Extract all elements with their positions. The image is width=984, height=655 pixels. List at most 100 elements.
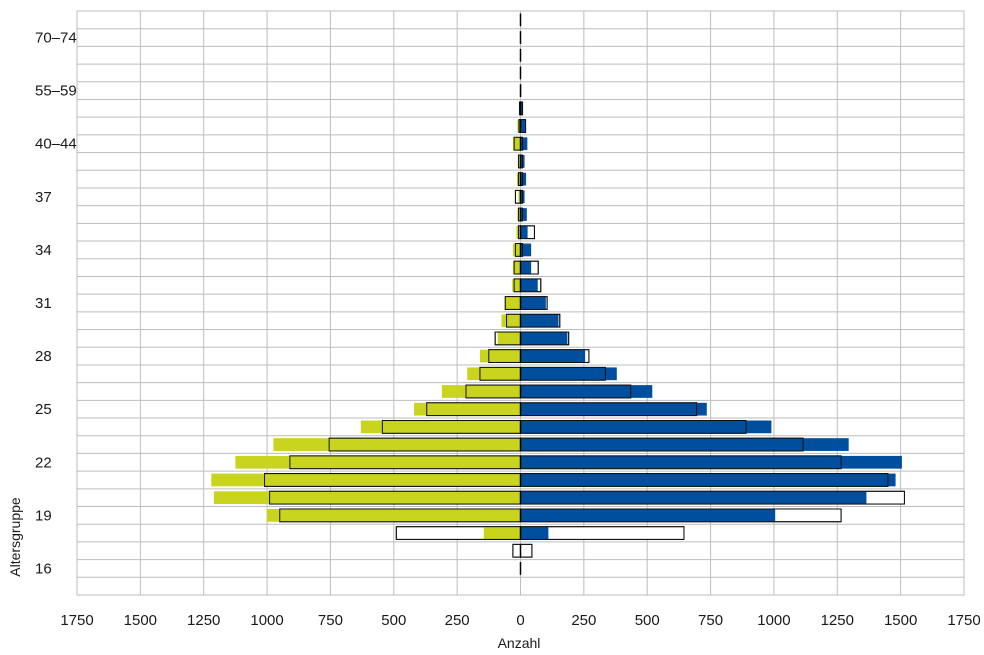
x-tick-label: 500: [381, 612, 406, 629]
left-filled-bar: [483, 526, 521, 540]
right-filled-bar: [520, 261, 532, 274]
x-tick-label: 250: [445, 612, 470, 629]
left-filled-bar: [213, 491, 521, 505]
left-filled-bar: [512, 137, 521, 151]
age-row: [516, 172, 527, 186]
left-filled-bar: [517, 208, 521, 221]
age-row: [467, 366, 617, 381]
right-filled-bar: [520, 314, 559, 328]
left-filled-bar: [414, 402, 521, 416]
left-filled-bar: [211, 473, 521, 487]
right-filled-bar: [520, 473, 896, 487]
right-filled-bar: [520, 208, 527, 221]
x-tick-label: 1500: [884, 612, 917, 629]
right-filled-bar: [520, 119, 526, 133]
age-row: [211, 473, 896, 487]
x-tick-label: 1750: [947, 612, 980, 629]
age-group-label: 55–59: [35, 83, 77, 100]
right-filled-bar: [520, 491, 867, 505]
left-filled-bar: [512, 278, 521, 292]
left-filled-bar: [467, 367, 521, 381]
x-tick-label: 250: [571, 612, 596, 629]
age-group-label: 28: [35, 348, 52, 365]
age-row: [360, 420, 772, 434]
right-filled-bar: [520, 349, 586, 363]
right-filled-bar: [520, 508, 776, 522]
age-group-label: 19: [35, 507, 52, 524]
age-row: [517, 119, 527, 133]
age-row: [516, 225, 535, 240]
age-group-label: 70–74: [35, 30, 77, 47]
right-filled-bar: [520, 438, 849, 451]
age-row: [517, 207, 527, 222]
right-filled-bar: [520, 420, 772, 434]
left-comparison-bar: [512, 543, 522, 558]
left-filled-bar: [518, 190, 521, 204]
left-filled-bar: [518, 155, 521, 168]
x-tick-label: 750: [698, 612, 723, 629]
age-row: [501, 313, 561, 328]
age-group-label: 37: [35, 189, 52, 206]
right-filled-bar: [520, 101, 524, 115]
bars-layer: [211, 13, 905, 575]
left-filled-bar: [497, 332, 521, 345]
age-row: [395, 526, 685, 540]
y-axis-labels: 70–74 55–59 40–44 37 34 31 28 25 22 19 16: [35, 30, 77, 578]
x-axis-ticks: 1750 1500 1250 1000 750 500 250 0 250 500 750 1000 1…: [60, 612, 980, 629]
right-filled-bar: [520, 385, 653, 398]
left-filled-bar: [273, 438, 521, 451]
age-row: [479, 349, 590, 363]
left-filled-bar: [441, 385, 521, 398]
age-row: [273, 437, 849, 452]
age-row: [517, 154, 525, 169]
left-filled-bar: [479, 349, 521, 363]
x-tick-label: 750: [318, 612, 343, 629]
right-filled-bar: [520, 526, 549, 540]
left-filled-bar: [505, 296, 521, 310]
age-row: [267, 508, 842, 523]
right-filled-bar: [520, 225, 528, 239]
age-row: [512, 260, 539, 275]
x-tick-label: 1000: [757, 612, 790, 629]
age-group-label: 40–44: [35, 136, 77, 153]
age-row: [512, 278, 542, 293]
age-row: [235, 455, 902, 470]
x-tick-label: 0: [516, 612, 524, 629]
age-group-label: 22: [35, 454, 52, 471]
left-filled-bar: [512, 243, 521, 257]
right-filled-bar: [520, 243, 532, 257]
x-tick-label: 500: [635, 612, 660, 629]
age-row: [441, 384, 653, 399]
right-filled-bar: [520, 172, 527, 186]
age-row: [213, 490, 905, 505]
x-tick-label: 1750: [60, 612, 93, 629]
right-filled-bar: [520, 332, 568, 345]
x-tick-label: 1250: [187, 612, 220, 629]
age-group-label: 16: [35, 560, 52, 577]
left-filled-bar: [235, 455, 521, 469]
y-axis-title: Altersgruppe: [7, 497, 23, 577]
age-group-label: 25: [35, 401, 52, 418]
left-filled-bar: [501, 314, 521, 328]
right-filled-bar: [520, 402, 707, 416]
left-filled-bar: [512, 261, 521, 274]
right-comparison-bar: [520, 543, 533, 558]
x-tick-label: 1000: [250, 612, 283, 629]
age-row: [504, 296, 548, 310]
left-filled-bar: [267, 508, 521, 522]
x-tick-label: 1250: [821, 612, 854, 629]
right-filled-bar: [520, 296, 546, 310]
age-row: [494, 331, 570, 346]
right-filled-bar: [520, 367, 617, 381]
age-row: [512, 543, 533, 558]
right-filled-bar: [520, 455, 902, 469]
x-axis-title: Anzahl: [498, 635, 541, 651]
right-filled-bar: [520, 137, 528, 151]
age-group-label: 34: [35, 242, 52, 259]
left-filled-bar: [360, 420, 521, 434]
x-tick-label: 1500: [124, 612, 157, 629]
age-row: [414, 402, 707, 417]
right-filled-bar: [520, 278, 538, 292]
age-row: [512, 243, 532, 257]
